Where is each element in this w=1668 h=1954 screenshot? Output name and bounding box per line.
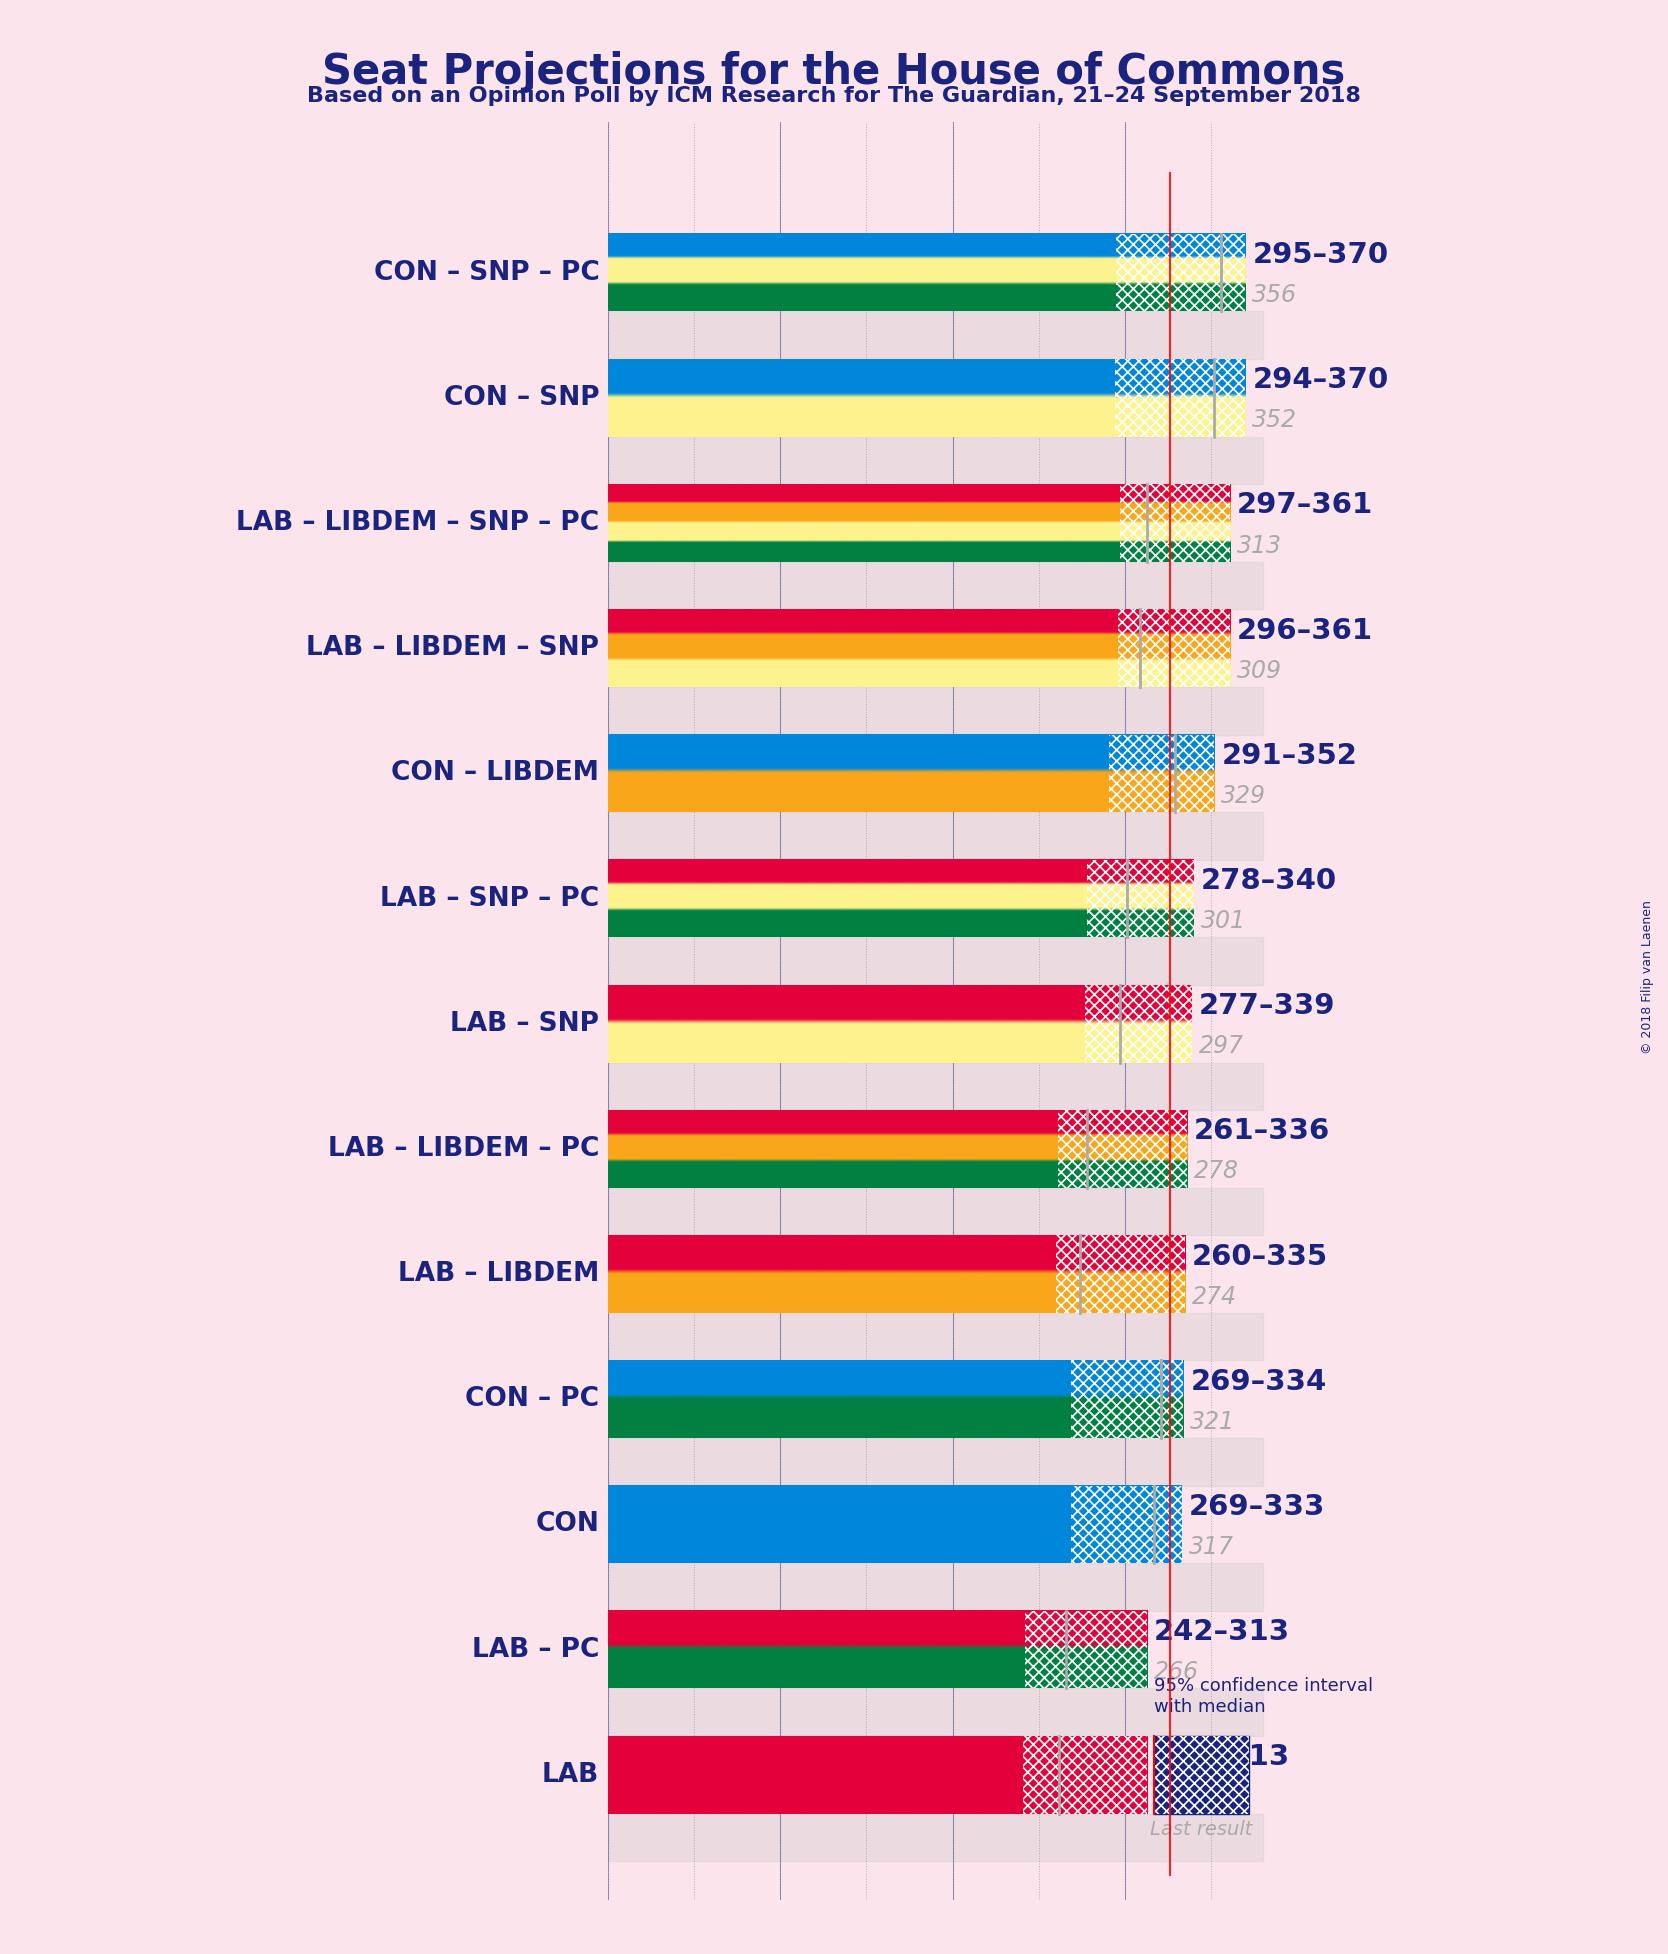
- Text: LAB – PC: LAB – PC: [472, 1637, 599, 1663]
- Bar: [1071, 1485, 1181, 1563]
- Text: CON – SNP – PC: CON – SNP – PC: [374, 260, 599, 285]
- Bar: [1109, 735, 1214, 813]
- Text: CON – LIBDEM: CON – LIBDEM: [392, 760, 599, 786]
- Text: 309: 309: [1238, 658, 1283, 682]
- Text: 297–361: 297–361: [1238, 492, 1373, 520]
- Text: 297: 297: [1199, 1034, 1244, 1059]
- Text: 278: 278: [1194, 1159, 1239, 1184]
- Text: 296–361: 296–361: [1238, 617, 1373, 645]
- Bar: [607, 1188, 1263, 1235]
- Text: 266: 266: [1154, 1661, 1199, 1684]
- Text: Seat Projections for the House of Commons: Seat Projections for the House of Common…: [322, 51, 1346, 92]
- Text: 277–339: 277–339: [1199, 993, 1336, 1020]
- Bar: [1022, 1735, 1148, 1813]
- Text: 291–352: 291–352: [1221, 743, 1358, 770]
- Bar: [1116, 234, 1246, 311]
- Bar: [607, 1313, 1263, 1360]
- Text: 321: 321: [1191, 1409, 1236, 1434]
- Text: 242–313: 242–313: [1154, 1618, 1291, 1645]
- Bar: [1058, 1110, 1188, 1188]
- Bar: [607, 1438, 1263, 1485]
- Text: LAB: LAB: [542, 1763, 599, 1788]
- Bar: [1154, 1735, 1249, 1813]
- Text: 262: 262: [1154, 1786, 1199, 1809]
- Text: 95% confidence interval
with median: 95% confidence interval with median: [1154, 1677, 1373, 1716]
- Text: 352: 352: [1253, 408, 1298, 432]
- Text: Last result: Last result: [1151, 1819, 1253, 1839]
- Bar: [607, 688, 1263, 735]
- Bar: [607, 1563, 1263, 1610]
- Text: 260–335: 260–335: [1193, 1243, 1328, 1270]
- Text: CON – SNP: CON – SNP: [444, 385, 599, 410]
- Text: 269–334: 269–334: [1191, 1368, 1326, 1395]
- Text: 274: 274: [1193, 1284, 1238, 1309]
- Bar: [1024, 1610, 1148, 1688]
- Text: © 2018 Filip van Laenen: © 2018 Filip van Laenen: [1641, 901, 1655, 1053]
- Bar: [1119, 485, 1229, 563]
- Text: 294–370: 294–370: [1253, 365, 1389, 395]
- Bar: [1088, 860, 1194, 938]
- Text: CON: CON: [535, 1510, 599, 1538]
- Text: 317: 317: [1189, 1536, 1234, 1559]
- Bar: [607, 1813, 1263, 1860]
- Bar: [607, 1063, 1263, 1110]
- Text: LAB – LIBDEM – SNP: LAB – LIBDEM – SNP: [307, 635, 599, 660]
- Text: 301: 301: [1201, 909, 1246, 934]
- Text: 241–313: 241–313: [1154, 1743, 1291, 1770]
- Bar: [1086, 985, 1193, 1063]
- Text: LAB – LIBDEM: LAB – LIBDEM: [399, 1260, 599, 1288]
- Bar: [607, 563, 1263, 610]
- Text: Based on an Opinion Poll by ICM Research for The Guardian, 21–24 September 2018: Based on an Opinion Poll by ICM Research…: [307, 86, 1361, 106]
- Text: LAB – SNP: LAB – SNP: [450, 1010, 599, 1038]
- Bar: [607, 813, 1263, 860]
- Bar: [607, 938, 1263, 985]
- Bar: [1071, 1360, 1184, 1438]
- Bar: [607, 436, 1263, 485]
- Bar: [1118, 610, 1229, 688]
- Text: 269–333: 269–333: [1189, 1493, 1324, 1520]
- Bar: [607, 1688, 1263, 1735]
- Bar: [1056, 1235, 1186, 1313]
- Text: 329: 329: [1221, 784, 1266, 807]
- Text: LAB – SNP – PC: LAB – SNP – PC: [380, 885, 599, 911]
- Bar: [1114, 360, 1246, 436]
- Text: CON – PC: CON – PC: [465, 1385, 599, 1413]
- Bar: [1154, 1735, 1249, 1813]
- Text: 295–370: 295–370: [1253, 240, 1388, 270]
- Text: 278–340: 278–340: [1201, 868, 1336, 895]
- Text: 261–336: 261–336: [1194, 1118, 1329, 1145]
- Text: LAB – LIBDEM – SNP – PC: LAB – LIBDEM – SNP – PC: [237, 510, 599, 535]
- Bar: [607, 311, 1263, 360]
- Text: 356: 356: [1253, 283, 1298, 307]
- Text: 313: 313: [1238, 533, 1283, 557]
- Text: LAB – LIBDEM – PC: LAB – LIBDEM – PC: [329, 1135, 599, 1163]
